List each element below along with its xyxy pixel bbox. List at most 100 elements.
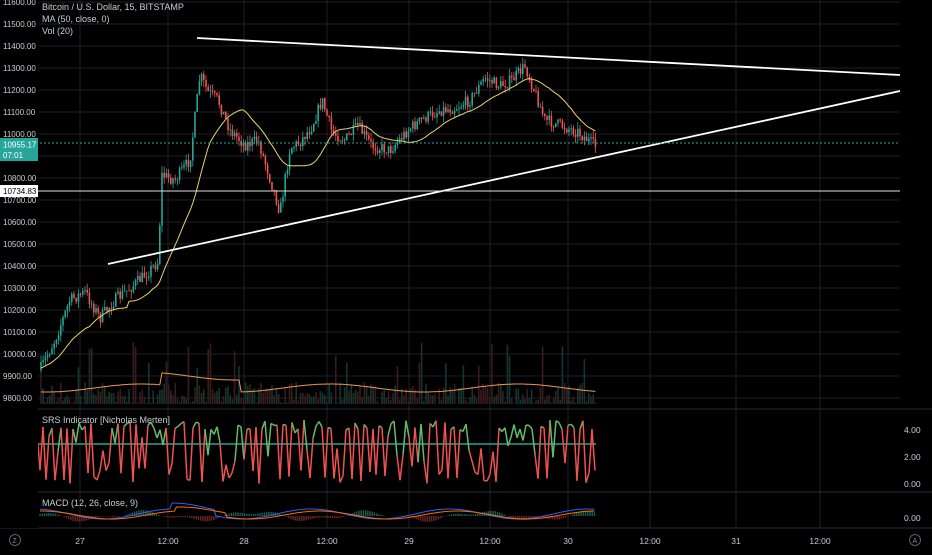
candle-body <box>548 116 550 120</box>
candle-body <box>445 107 447 112</box>
macd-hist-bar <box>44 513 45 516</box>
candle-body <box>229 129 231 130</box>
macd-hist-bar <box>374 512 375 516</box>
volume-bar <box>419 363 421 404</box>
volume-bar <box>570 401 572 404</box>
volume-bar <box>304 396 306 404</box>
candle-body <box>80 294 82 295</box>
volume-bar <box>443 388 445 404</box>
volume-bar <box>537 400 539 404</box>
candle-body <box>575 134 577 136</box>
candle-body <box>289 154 291 170</box>
candle-body <box>254 137 256 139</box>
volume-bar <box>359 385 361 404</box>
volume-bar <box>306 393 308 404</box>
volume-bar <box>190 402 192 404</box>
candle-body <box>42 360 44 362</box>
macd-hist-bar <box>193 516 194 519</box>
vol-legend[interactable]: Vol (20) <box>42 26 73 36</box>
volume-bar <box>265 389 267 404</box>
macd-hist-bar <box>125 515 126 516</box>
macd-hist-bar <box>108 516 109 517</box>
candle-body <box>586 137 588 142</box>
volume-bar <box>441 400 443 404</box>
price-tick-label: 10000.00 <box>3 350 37 359</box>
macd-hist-bar <box>334 516 335 518</box>
volume-bar <box>240 398 242 404</box>
candle-body <box>401 138 403 139</box>
volume-bar <box>128 389 130 404</box>
srs-segment <box>283 425 286 426</box>
volume-bar <box>260 383 262 404</box>
candle-body <box>293 147 295 148</box>
candle-body <box>320 105 322 109</box>
candle-body <box>324 98 326 109</box>
macd-hist-bar <box>165 516 166 517</box>
macd-hist-bar <box>248 514 249 516</box>
macd-hist-bar <box>174 516 175 517</box>
volume-bar <box>394 385 396 404</box>
candle-body <box>313 124 315 131</box>
candle-body <box>436 113 438 117</box>
srs-legend[interactable]: SRS Indicator [Nicholas Merten] <box>42 415 170 425</box>
symbol-legend[interactable]: Bitcoin / U.S. Dollar, 15, BITSTAMP <box>42 2 184 12</box>
candle-body <box>75 298 77 302</box>
candle-body <box>139 276 141 282</box>
candle-body <box>419 118 421 122</box>
volume-bar <box>504 401 506 404</box>
macd-hist-bar <box>112 516 113 517</box>
candle-body <box>234 133 236 136</box>
volume-bar <box>137 403 139 404</box>
candle-body <box>434 117 436 118</box>
macd-hist-bar <box>367 510 368 516</box>
candle-body <box>326 110 328 116</box>
volume-bar <box>177 398 179 404</box>
volume-bar <box>553 398 555 404</box>
candle-body <box>89 293 91 304</box>
macd-hist-bar <box>200 516 201 521</box>
price-tick-label: 10300.00 <box>3 284 37 293</box>
candle-body <box>91 304 93 305</box>
candle-body <box>441 111 443 115</box>
macd-hist-bar <box>64 516 65 517</box>
volume-bar <box>507 345 509 404</box>
volume-bar <box>331 392 333 404</box>
candle-body <box>383 144 385 152</box>
candle-body <box>566 129 568 132</box>
volume-bar <box>421 343 423 404</box>
volume-bar <box>67 395 69 404</box>
macd-legend[interactable]: MACD (12, 26, close, 9) <box>42 498 138 508</box>
volume-bar <box>573 396 575 404</box>
volume-bar <box>322 393 324 404</box>
volume-bar <box>518 388 520 404</box>
candle-body <box>478 85 480 94</box>
volume-bar <box>350 385 352 404</box>
candle-body <box>243 143 245 146</box>
macd-hist-bar <box>347 515 348 516</box>
volume-bar <box>548 395 550 404</box>
volume-bar <box>278 394 280 404</box>
volume-bar <box>361 397 363 404</box>
macd-hist-bar <box>462 514 463 516</box>
macd-hist-bar <box>301 516 302 521</box>
candle-body <box>133 286 135 292</box>
candle-body <box>581 136 583 140</box>
candle-body <box>64 311 66 317</box>
candle-body <box>181 167 183 168</box>
macd-hist-bar <box>237 513 238 516</box>
macd-hist-bar <box>231 513 232 516</box>
candle-body <box>423 118 425 119</box>
macd-hist-bar <box>574 513 575 516</box>
macd-hist-bar <box>508 516 509 517</box>
candle-body <box>265 156 267 165</box>
volume-bar <box>53 391 55 404</box>
macd-hist-bar <box>196 516 197 519</box>
macd-hist-bar <box>75 516 76 521</box>
macd-hist-bar <box>451 514 452 516</box>
volume-bar <box>535 400 537 404</box>
candle-body <box>515 71 517 80</box>
ma-legend[interactable]: MA (50, close, 0) <box>42 14 110 24</box>
volume-bar <box>520 400 522 404</box>
